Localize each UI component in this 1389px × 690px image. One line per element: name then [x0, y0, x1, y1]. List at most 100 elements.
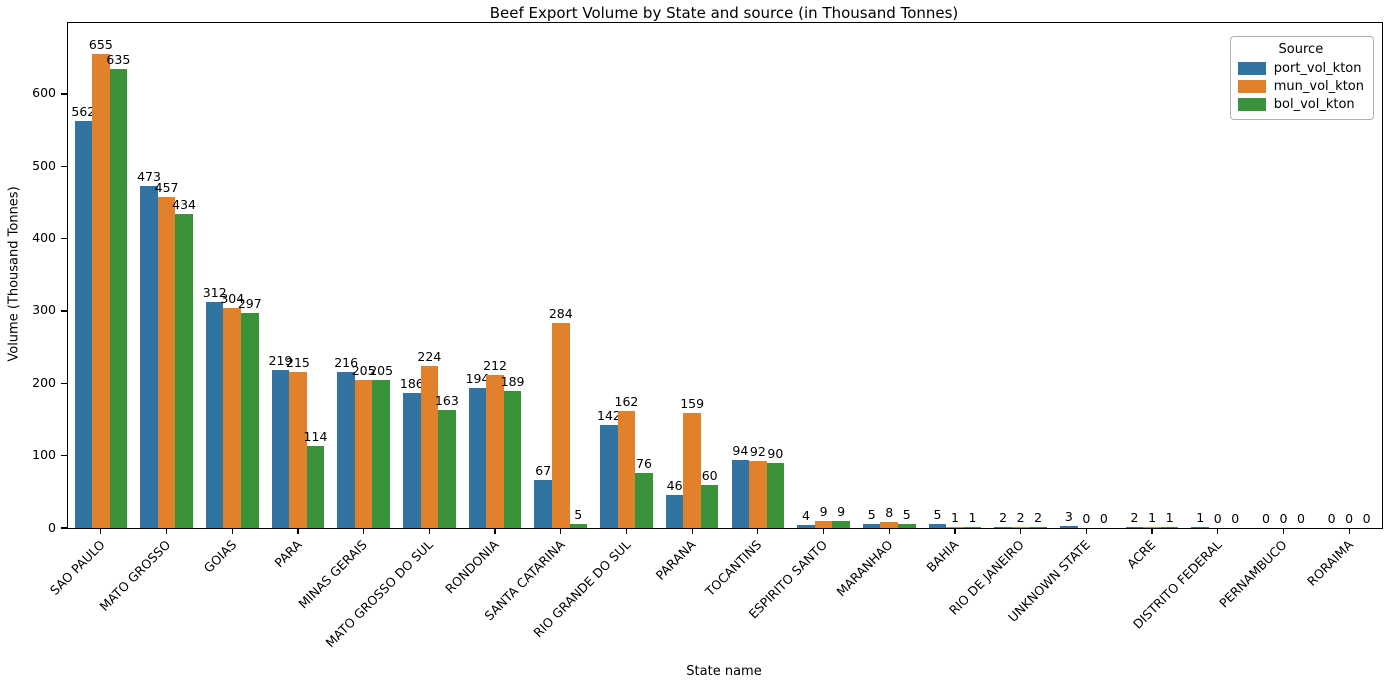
x-tick-mark — [1020, 528, 1022, 534]
x-tick-label: TOCANTINS — [702, 537, 765, 600]
y-tick-mark — [60, 237, 67, 240]
bar-value-label: 224 — [417, 348, 442, 364]
bar-value-label: 46 — [666, 477, 683, 493]
bar-value-label: 635 — [106, 51, 131, 67]
y-tick-label: 500 — [32, 157, 56, 173]
legend-entry: mun_vol_kton — [1237, 79, 1364, 94]
bar-value-label: 114 — [303, 428, 328, 444]
x-tick-label: PARA — [271, 537, 305, 571]
bar-value-label: 0 — [1362, 511, 1371, 526]
x-axis-title: State name — [686, 664, 762, 679]
bar-value-label: 159 — [680, 395, 705, 411]
y-tick-mark — [60, 93, 67, 95]
bar — [468, 387, 487, 528]
bar-value-label: 284 — [548, 305, 573, 321]
bar-value-label: 2 — [1130, 509, 1139, 525]
y-tick-mark — [60, 455, 67, 457]
legend: Source port_vol_kton mun_vol_kton bol_vol_… — [1229, 36, 1374, 120]
bar — [928, 524, 947, 528]
bar — [241, 313, 259, 528]
bar — [92, 54, 110, 528]
bar — [963, 527, 982, 528]
bar-value-label: 189 — [500, 374, 525, 390]
y-axis-title: Volume (Thousand Tonnes) — [6, 186, 22, 362]
x-tick-label: SAO PAULO — [46, 537, 108, 598]
x-tick-mark — [954, 528, 956, 534]
bar-value-label: 5 — [867, 507, 876, 523]
bar — [814, 521, 833, 528]
bar-value-label: 5 — [933, 507, 942, 523]
legend-label: mun_vol_kton — [1273, 79, 1364, 94]
bar — [898, 524, 916, 528]
bar-value-label: 163 — [434, 393, 459, 409]
bar-value-label: 92 — [749, 444, 766, 460]
bar — [354, 379, 373, 528]
bar-value-label: 0 — [1213, 511, 1222, 526]
bar-value-label: 2 — [1034, 509, 1043, 525]
x-tick-mark — [822, 528, 825, 534]
bar-value-label: 4 — [802, 508, 810, 524]
x-tick-label: MATO GROSSO DO SUL — [322, 537, 436, 651]
bar-value-label: 2 — [1016, 509, 1025, 525]
bar-value-label: 142 — [596, 408, 621, 424]
x-tick-mark — [1348, 528, 1350, 534]
bar — [420, 365, 439, 528]
bar — [337, 371, 355, 528]
bar — [306, 445, 325, 528]
bar — [1060, 525, 1078, 528]
bar-value-label: 457 — [154, 180, 179, 196]
y-tick-label: 400 — [32, 230, 56, 246]
bar — [551, 322, 570, 528]
bar — [1011, 526, 1030, 528]
bar — [372, 379, 390, 528]
x-tick-label: PERNAMBUCO — [1216, 537, 1291, 611]
bar-value-label: 94 — [732, 442, 749, 458]
bar-value-label: 0 — [1279, 511, 1288, 526]
bar-value-label: 655 — [88, 37, 113, 53]
bar — [1160, 527, 1179, 528]
x-tick-mark — [165, 528, 168, 534]
bar — [635, 473, 653, 528]
y-tick-label: 0 — [48, 519, 56, 535]
y-tick-label: 600 — [32, 85, 56, 101]
y-tick-label: 100 — [32, 447, 56, 463]
bar-value-label: 304 — [220, 291, 245, 307]
bar-value-label: 194 — [465, 370, 490, 386]
x-tick-mark — [691, 528, 693, 534]
bar — [503, 391, 522, 528]
bar — [569, 524, 588, 528]
x-tick-label: RORAIMA — [1303, 537, 1356, 589]
x-tick-label: BAHIA — [923, 537, 962, 576]
x-tick-label: ACRE — [1124, 537, 1159, 572]
bar — [223, 308, 241, 528]
bar-value-label: 186 — [399, 376, 424, 392]
bar — [289, 372, 307, 528]
bar — [797, 525, 815, 528]
y-tick-label: 200 — [32, 374, 56, 390]
legend-entry: port_vol_kton — [1237, 61, 1364, 76]
y-tick-mark — [60, 527, 67, 529]
bar-value-label: 9 — [819, 504, 828, 520]
x-tick-mark — [428, 528, 430, 534]
bar — [700, 484, 719, 528]
bar — [157, 197, 176, 528]
bar-value-label: 434 — [172, 197, 196, 212]
bar — [74, 121, 93, 528]
bar-value-label: 0 — [1082, 511, 1091, 526]
bar — [683, 412, 701, 528]
legend-swatch-mun_vol_kton — [1237, 80, 1266, 93]
bar-value-label: 9 — [837, 504, 846, 520]
x-tick-label: GOIAS — [200, 537, 239, 576]
y-tick-label: 300 — [32, 302, 56, 318]
bar — [109, 68, 128, 528]
x-tick-mark — [1151, 528, 1153, 534]
bar-value-label: 1 — [1148, 510, 1157, 526]
bar-value-label: 60 — [701, 467, 718, 483]
bar-value-label: 0 — [1296, 511, 1305, 526]
bar — [617, 410, 636, 528]
x-tick-mark — [560, 528, 562, 534]
bar — [731, 459, 750, 528]
bar-value-label: 1 — [1196, 510, 1205, 526]
bar — [600, 425, 618, 528]
bar — [140, 185, 158, 528]
